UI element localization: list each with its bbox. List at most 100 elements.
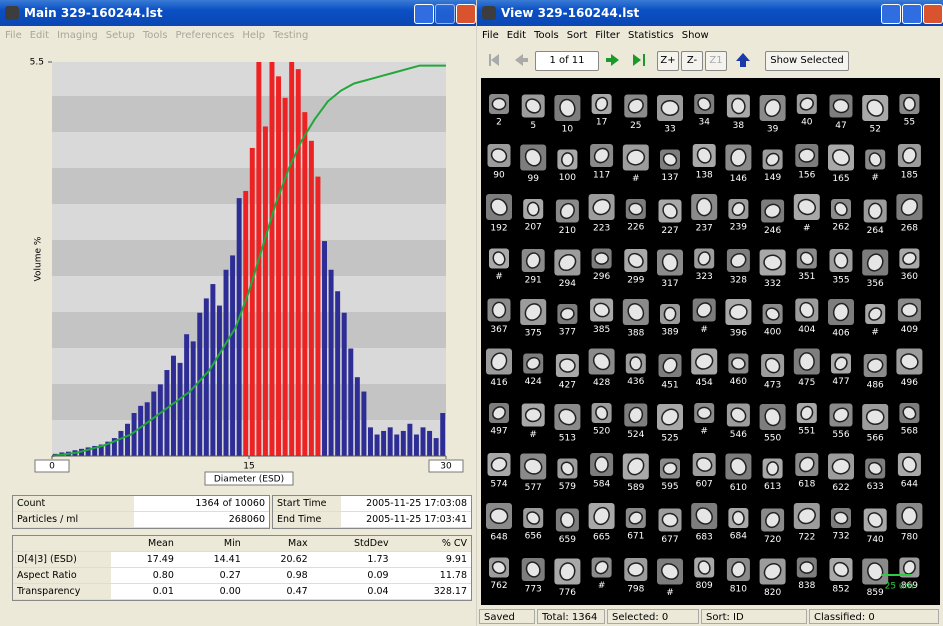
maximize-button[interactable]	[435, 4, 455, 24]
maximize-button[interactable]	[902, 4, 922, 24]
particle-thumbnail[interactable]: 613	[763, 459, 783, 493]
particle-thumbnail[interactable]: 294	[554, 250, 580, 290]
particle-thumbnail[interactable]: 389	[660, 304, 680, 338]
particle-thumbnail[interactable]: 477	[831, 354, 851, 388]
particle-thumbnail[interactable]: 513	[554, 404, 580, 444]
zoom-button[interactable]: Z+	[657, 51, 679, 71]
particle-thumbnail[interactable]: 264	[864, 200, 887, 237]
particle-thumbnail[interactable]: 237	[691, 194, 717, 234]
particle-thumbnail[interactable]: 165	[828, 145, 854, 185]
particle-thumbnail[interactable]: 207	[523, 199, 543, 233]
particle-thumbnail[interactable]: 328	[727, 249, 750, 286]
particle-thumbnail[interactable]: 226	[626, 199, 646, 233]
zoom-button[interactable]: Z-	[681, 51, 703, 71]
particle-thumbnail[interactable]: 375	[520, 299, 546, 339]
particle-thumbnail[interactable]: 351	[797, 249, 817, 283]
particle-thumbnail[interactable]: 740	[864, 509, 887, 546]
particle-thumbnail[interactable]: 192	[486, 194, 512, 234]
menu-item[interactable]: Edit	[25, 26, 52, 41]
close-button[interactable]	[456, 4, 476, 24]
minimize-button[interactable]	[414, 4, 434, 24]
menu-item[interactable]: File	[0, 26, 25, 41]
particle-thumbnail[interactable]: 589	[623, 454, 649, 494]
particle-thumbnail[interactable]: 524	[624, 404, 647, 441]
particle-thumbnail[interactable]: 610	[725, 454, 751, 494]
particle-thumbnail[interactable]: 137	[660, 150, 680, 184]
close-button[interactable]	[923, 4, 943, 24]
particle-thumbnail[interactable]: 859	[862, 559, 888, 599]
next-page-button[interactable]	[603, 51, 623, 69]
menu-item[interactable]: Imaging	[52, 26, 101, 41]
particle-thumbnail[interactable]: 377	[557, 304, 577, 338]
particle-thumbnail[interactable]: 546	[727, 404, 750, 441]
particle-thumbnail[interactable]: #	[865, 150, 885, 184]
particle-thumbnail[interactable]: 852	[830, 558, 853, 595]
particle-thumbnail[interactable]: 406	[828, 299, 854, 339]
particle-thumbnail[interactable]: 809	[694, 558, 714, 592]
particle-thumbnail[interactable]: 525	[657, 404, 683, 444]
particle-thumbnail[interactable]: #	[623, 145, 649, 185]
particle-thumbnail[interactable]: #	[592, 558, 612, 592]
particle-thumbnail[interactable]: 367	[488, 299, 511, 336]
particle-thumbnail[interactable]: 671	[626, 508, 646, 542]
particle-thumbnail[interactable]: #	[522, 404, 545, 441]
particle-thumbnail[interactable]: 722	[794, 503, 820, 543]
particle-thumbnail[interactable]: 566	[862, 404, 888, 444]
previous-page-button[interactable]	[511, 51, 531, 69]
particle-thumbnail[interactable]: 720	[761, 509, 784, 546]
menu-item[interactable]: Statistics	[623, 26, 677, 41]
particle-thumbnail[interactable]: 90	[488, 144, 511, 181]
particle-thumbnail[interactable]: 416	[486, 349, 512, 389]
particle-thumbnail[interactable]: 584	[590, 453, 613, 490]
particle-thumbnail[interactable]: 659	[556, 509, 579, 546]
particle-thumbnail[interactable]: 460	[728, 354, 748, 388]
particle-thumbnail[interactable]: 520	[592, 403, 612, 437]
particle-thumbnail[interactable]: #	[489, 249, 509, 283]
zoom-button[interactable]: Z1	[705, 51, 727, 71]
particle-thumbnail[interactable]: 388	[623, 299, 649, 339]
particle-thumbnail[interactable]: #	[694, 403, 714, 437]
particle-thumbnail[interactable]: 648	[486, 503, 512, 543]
particle-thumbnail[interactable]: 556	[830, 404, 853, 441]
particle-thumbnail[interactable]: 40	[797, 94, 817, 128]
menu-item[interactable]: Show	[677, 26, 712, 41]
particle-thumbnail[interactable]: 299	[624, 249, 647, 286]
particle-thumbnail[interactable]: 38	[727, 95, 750, 132]
menu-item[interactable]: Help	[237, 26, 268, 41]
particle-thumbnail[interactable]: 396	[725, 299, 751, 339]
particle-thumbnail[interactable]: 607	[693, 453, 716, 490]
particle-thumbnail[interactable]: 568	[899, 403, 919, 437]
particle-thumbnail[interactable]: 810	[727, 558, 750, 595]
particle-thumbnail[interactable]: 780	[896, 503, 922, 543]
particle-thumbnail[interactable]: 475	[794, 349, 820, 389]
particle-thumbnail[interactable]: 17	[592, 94, 612, 128]
particle-thumbnail[interactable]: 820	[760, 559, 786, 599]
particle-thumbnail[interactable]: 497	[489, 403, 509, 437]
particle-thumbnail[interactable]: 776	[554, 559, 580, 599]
particle-thumbnail[interactable]: 33	[657, 95, 683, 135]
particle-thumbnail[interactable]: 762	[489, 558, 509, 592]
particle-thumbnail[interactable]: 146	[725, 145, 751, 185]
particle-thumbnail[interactable]: 551	[797, 403, 817, 437]
particle-thumbnail[interactable]: 291	[522, 249, 545, 286]
particle-thumbnail[interactable]: 400	[763, 304, 783, 338]
particle-thumbnail[interactable]: 677	[659, 509, 682, 546]
particle-thumbnail[interactable]: 323	[694, 249, 714, 283]
particle-thumbnail[interactable]: 618	[795, 453, 818, 490]
particle-thumbnail[interactable]: 473	[761, 354, 784, 391]
particle-thumbnail[interactable]: 10	[554, 95, 580, 135]
particle-thumbnail[interactable]: 451	[659, 354, 682, 391]
particle-thumbnail[interactable]: 355	[830, 249, 853, 286]
menu-item[interactable]: Testing	[268, 26, 311, 41]
particle-thumbnail[interactable]: 227	[659, 200, 682, 237]
particle-thumbnail[interactable]: 579	[557, 459, 577, 493]
particle-thumbnail[interactable]: 427	[556, 354, 579, 391]
particle-thumbnail[interactable]: 138	[693, 144, 716, 181]
menu-item[interactable]: Tools	[529, 26, 562, 41]
particle-thumbnail[interactable]: 47	[830, 95, 853, 132]
particle-thumbnail[interactable]: 156	[795, 144, 818, 181]
menu-item[interactable]: Sort	[562, 26, 591, 41]
particle-thumbnail[interactable]: #	[794, 194, 820, 234]
particle-thumbnail[interactable]: 360	[899, 249, 919, 283]
particle-thumbnail[interactable]: 100	[557, 150, 577, 184]
